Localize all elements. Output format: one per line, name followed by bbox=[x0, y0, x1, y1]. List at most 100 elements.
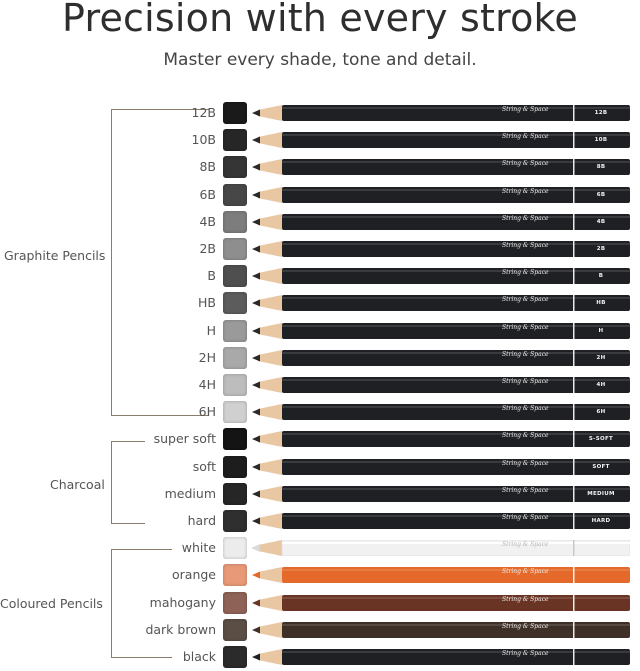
pencil-graphic: String & Space 8B bbox=[252, 159, 630, 175]
pencil-label: 2H bbox=[198, 350, 216, 365]
pencil-graphic: String & Space 2H bbox=[252, 350, 630, 366]
pencil-label: black bbox=[182, 649, 216, 664]
pencil-label: 4H bbox=[198, 377, 216, 392]
pencil-row: 12B String & Space 12B bbox=[0, 102, 640, 124]
pencil-graphic: String & Space 10B bbox=[252, 132, 630, 148]
pencil-label: dark brown bbox=[145, 622, 216, 637]
stroke-swatch bbox=[223, 184, 247, 206]
charcoal-bracket bbox=[111, 441, 145, 524]
pencil-graphic: String & Space H bbox=[252, 323, 630, 339]
pencil-grade-label: 8B bbox=[596, 164, 606, 170]
pencil-label: 6B bbox=[199, 187, 216, 202]
page-subtitle: Master every shade, tone and detail. bbox=[163, 50, 477, 70]
pencil-grade-label: 2H bbox=[596, 355, 606, 361]
pencil-label: mahogany bbox=[149, 595, 216, 610]
stroke-swatch bbox=[223, 564, 247, 586]
pencil-graphic: String & Space MEDIUM bbox=[252, 486, 630, 502]
pencil-grade-label: B bbox=[598, 273, 604, 279]
pencil-row: 6B String & Space 6B bbox=[0, 184, 640, 206]
stroke-swatch bbox=[223, 129, 247, 151]
graphite-bracket bbox=[111, 109, 209, 416]
pencil-row: mahogany String & Space bbox=[0, 592, 640, 614]
pencil-graphic: String & Space bbox=[251, 539, 631, 557]
pencil-row: 2H String & Space 2H bbox=[0, 347, 640, 369]
pencil-grade-label: MEDIUM bbox=[587, 491, 615, 497]
pencil-graphic: String & Space bbox=[252, 595, 630, 611]
pencil-graphic: String & Space B bbox=[252, 268, 630, 284]
stroke-swatch bbox=[223, 401, 247, 423]
pencil-label: H bbox=[206, 323, 216, 338]
pencil-row: 2B String & Space 2B bbox=[0, 238, 640, 260]
pencil-grade-label: 4B bbox=[596, 219, 606, 225]
pencil-graphic: String & Space HARD bbox=[252, 513, 630, 529]
pencil-row: medium String & Space MEDIUM bbox=[0, 483, 640, 505]
pencil-graphic: String & Space bbox=[252, 649, 630, 665]
pencil-row: hard String & Space HARD bbox=[0, 510, 640, 532]
pencil-label: 6H bbox=[198, 404, 216, 419]
pencil-graphic: String & Space 2B bbox=[252, 241, 630, 257]
pencil-label: 10B bbox=[191, 132, 216, 147]
pencil-graphic: String & Space 12B bbox=[252, 105, 630, 121]
pencil-label: hard bbox=[187, 513, 216, 528]
pencil-graphic: String & Space bbox=[252, 567, 630, 583]
pencil-grade-label: 6B bbox=[596, 192, 606, 198]
pencil-row: 6H String & Space 6H bbox=[0, 401, 640, 423]
pencil-grade-label: HARD bbox=[591, 518, 611, 524]
stroke-swatch bbox=[223, 592, 247, 614]
pencil-row: B String & Space B bbox=[0, 265, 640, 287]
stroke-swatch bbox=[223, 428, 247, 450]
pencil-label: B bbox=[207, 268, 216, 283]
pencil-graphic: String & Space 4B bbox=[252, 214, 630, 230]
stroke-swatch bbox=[223, 646, 247, 668]
stroke-swatch bbox=[223, 374, 247, 396]
pencil-label: 4B bbox=[199, 214, 216, 229]
pencil-row: super soft String & Space S-SOFT bbox=[0, 428, 640, 450]
pencil-label: 12B bbox=[191, 105, 216, 120]
pencil-label: soft bbox=[192, 459, 216, 474]
pencil-graphic: String & Space 6B bbox=[252, 187, 630, 203]
pencil-row: dark brown String & Space bbox=[0, 619, 640, 641]
pencil-label: orange bbox=[172, 567, 216, 582]
pencil-label: medium bbox=[164, 486, 216, 501]
pencil-label: 2B bbox=[199, 241, 216, 256]
pencil-grade-label: SOFT bbox=[592, 464, 610, 470]
pencil-label: HB bbox=[198, 295, 216, 310]
group-label-graphite: Graphite Pencils bbox=[4, 248, 106, 263]
group-label-charcoal: Charcoal bbox=[50, 477, 105, 492]
stroke-swatch bbox=[223, 483, 247, 505]
pencil-row: black String & Space bbox=[0, 646, 640, 668]
pencil-row: 4H String & Space 4H bbox=[0, 374, 640, 396]
pencil-grade-label: 12B bbox=[594, 110, 608, 116]
pencil-grade-label: 6H bbox=[596, 409, 606, 415]
pencil-graphic: String & Space SOFT bbox=[252, 459, 630, 475]
stroke-swatch bbox=[223, 238, 247, 260]
coloured-bracket bbox=[111, 549, 172, 658]
pencil-graphic: String & Space S-SOFT bbox=[252, 431, 630, 447]
pencil-label: super soft bbox=[153, 431, 216, 446]
page-title: Precision with every stroke bbox=[62, 0, 578, 40]
stroke-swatch bbox=[223, 537, 247, 559]
stroke-swatch bbox=[223, 265, 247, 287]
stroke-swatch bbox=[223, 347, 247, 369]
stroke-swatch bbox=[223, 619, 247, 641]
pencil-row: 10B String & Space 10B bbox=[0, 129, 640, 151]
pencil-graphic: String & Space bbox=[252, 622, 630, 638]
group-label-coloured: Coloured Pencils bbox=[0, 596, 103, 611]
pencil-row: soft String & Space SOFT bbox=[0, 456, 640, 478]
pencil-row: 8B String & Space 8B bbox=[0, 156, 640, 178]
stroke-swatch bbox=[223, 102, 247, 124]
pencil-grade-label: S-SOFT bbox=[588, 436, 614, 442]
pencil-label: 8B bbox=[199, 159, 216, 174]
pencil-grade-label: H bbox=[598, 328, 604, 334]
stroke-swatch bbox=[223, 320, 247, 342]
pencil-grade-label: 4H bbox=[596, 382, 606, 388]
pencil-row: HB String & Space HB bbox=[0, 292, 640, 314]
pencil-graphic: String & Space 6H bbox=[252, 404, 630, 420]
pencil-grade-label: 2B bbox=[596, 246, 606, 252]
pencil-graphic: String & Space 4H bbox=[252, 377, 630, 393]
pencil-row: white String & Space bbox=[0, 537, 640, 559]
pencil-row: H String & Space H bbox=[0, 320, 640, 342]
pencil-row: 4B String & Space 4B bbox=[0, 211, 640, 233]
pencil-graphic: String & Space HB bbox=[252, 295, 630, 311]
pencil-grade-label: HB bbox=[596, 300, 606, 306]
